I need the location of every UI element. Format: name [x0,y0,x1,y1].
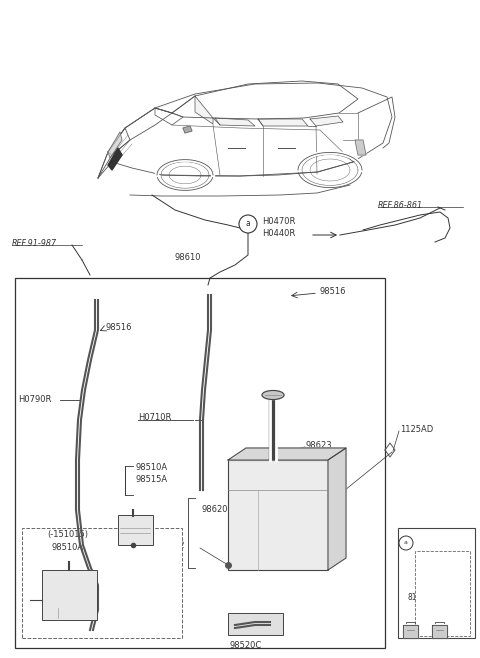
Bar [118,515,153,545]
Text: 98610: 98610 [175,253,201,263]
Text: REF.86-861: REF.86-861 [378,201,423,209]
Text: 98510A: 98510A [135,463,167,472]
Text: 98520C: 98520C [230,640,262,649]
Polygon shape [328,448,346,570]
Text: H0710R: H0710R [138,413,171,422]
Polygon shape [183,126,192,133]
Text: a: a [246,220,251,228]
Polygon shape [432,625,447,638]
Bar [228,460,328,570]
Bar [228,613,283,635]
Polygon shape [108,148,122,170]
Polygon shape [355,140,366,155]
Text: H0790R: H0790R [18,395,51,405]
Bar [15,278,385,648]
Text: (-151015): (-151015) [48,530,88,540]
Text: (-150917): (-150917) [428,574,466,582]
Text: 98620: 98620 [202,505,228,515]
Text: 98510A: 98510A [52,544,84,553]
Bar [42,570,97,620]
Polygon shape [310,116,343,126]
Polygon shape [258,119,308,126]
Polygon shape [403,625,418,638]
Text: 98623: 98623 [305,440,332,449]
Text: 98516: 98516 [320,288,347,297]
Circle shape [239,215,257,233]
Polygon shape [108,132,122,158]
Polygon shape [228,448,346,460]
Ellipse shape [262,390,284,399]
Text: REF.91-987: REF.91-987 [12,238,57,247]
Bar [22,528,182,638]
Text: 98516: 98516 [105,324,132,332]
Text: 81199: 81199 [407,594,431,603]
Text: 98661G: 98661G [428,586,458,594]
Text: 1125AD: 1125AD [400,426,433,434]
Polygon shape [195,96,213,124]
Circle shape [399,536,413,550]
Bar [398,528,475,638]
Text: 98622: 98622 [158,542,185,551]
Polygon shape [215,118,255,126]
Text: 98515A: 98515A [135,476,167,484]
Text: a: a [404,540,408,545]
Text: H0440R: H0440R [262,228,295,238]
Text: H0470R: H0470R [262,218,295,226]
Bar [415,551,470,636]
